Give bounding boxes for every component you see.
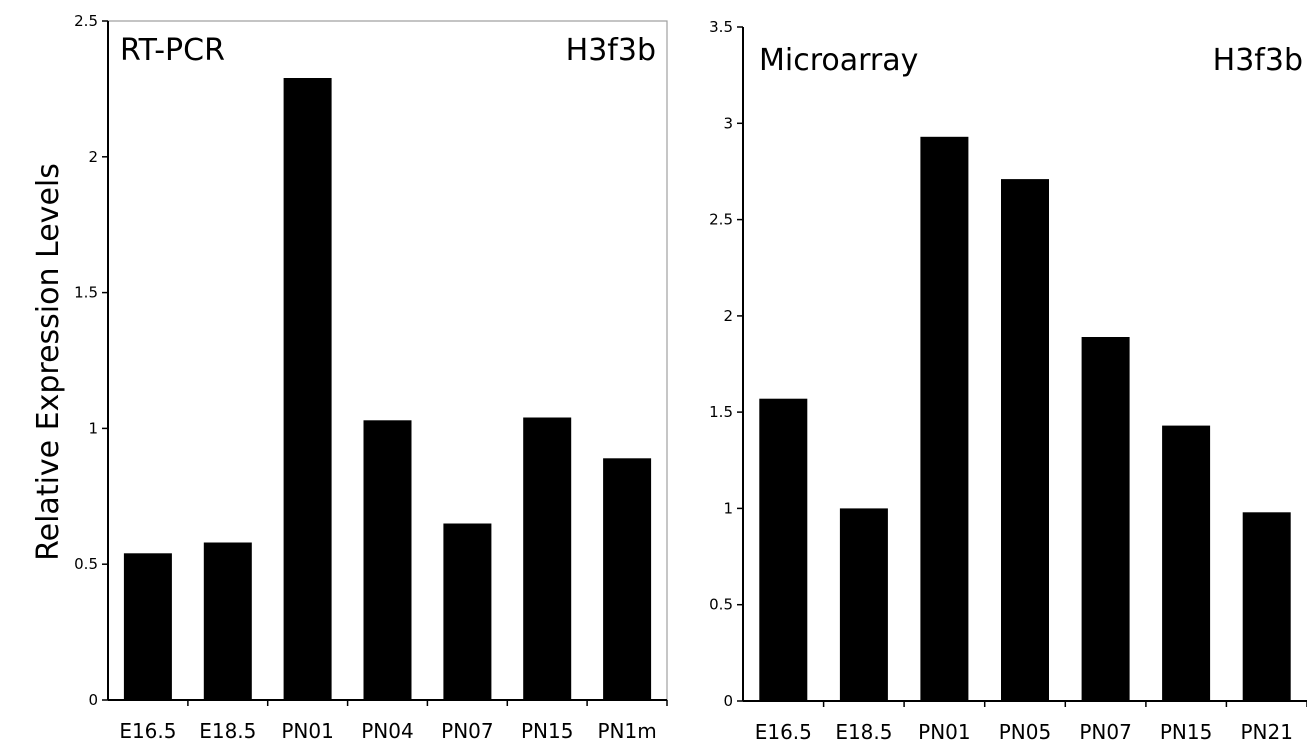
y-tick-label: 1.5 [709, 403, 733, 421]
gene-label: H3f3b [566, 33, 656, 68]
x-tick-label: PN07 [1079, 720, 1131, 744]
y-tick-label: 2.5 [709, 211, 733, 229]
chart-panel: E16.5 E18.5 PN01 PN04 PN07 PN15 PN1m 0 0.5 1 1.5 2 2… [74, 12, 668, 743]
x-tick-label: PN01 [918, 720, 970, 744]
x-tick-label: PN07 [441, 719, 493, 743]
y-tick-label: 3.5 [709, 18, 733, 36]
bar [123, 553, 172, 700]
x-tick-label: PN1m [597, 719, 656, 743]
bar [759, 398, 808, 701]
bar [283, 78, 332, 700]
panel-title: Microarray [759, 43, 918, 78]
plot-frame [108, 20, 668, 700]
bar [1081, 337, 1130, 701]
bar [920, 136, 969, 702]
gene-label: H3f3b [1213, 43, 1303, 78]
panel-title: RT-PCR [120, 33, 225, 68]
x-tick-label: PN15 [1160, 720, 1212, 744]
bar [443, 523, 492, 700]
bar [603, 458, 652, 700]
y-tick-label: 2 [723, 307, 733, 325]
y-tick-label: 2 [88, 148, 98, 166]
y-tick-label: 1 [723, 499, 733, 517]
bar [839, 508, 888, 701]
y-tick-label: 3 [723, 114, 733, 132]
y-tick-label: 0.5 [709, 596, 733, 614]
x-tick-label: PN01 [281, 719, 333, 743]
y-tick-label: 0 [88, 691, 98, 709]
bar [523, 417, 572, 700]
x-tick-label: PN21 [1240, 720, 1292, 744]
x-tick-label: E18.5 [199, 719, 256, 743]
y-tick-label: 0 [723, 692, 733, 710]
bar [1242, 512, 1291, 701]
y-tick-label: 1 [88, 419, 98, 437]
y-axis-label: Relative Expression Levels [31, 163, 66, 561]
x-tick-label: E16.5 [755, 720, 812, 744]
y-tick-label: 0.5 [74, 555, 98, 573]
x-tick-label: E16.5 [119, 719, 176, 743]
y-tick-label: 1.5 [74, 284, 98, 302]
x-tick-label: E18.5 [835, 720, 892, 744]
bar [1162, 425, 1211, 701]
chart-panels: E16.5 E18.5 PN01 PN04 PN07 PN15 PN1m 0 0.5 1 1.5 2 2… [74, 12, 1307, 744]
x-tick-label: PN05 [999, 720, 1051, 744]
bar [363, 420, 412, 700]
bar [1001, 179, 1049, 702]
x-tick-label: PN15 [521, 719, 573, 743]
chart-panel: E16.5 E18.5 PN01 PN05 PN07 PN15 PN21 0 0.5 1 1.5 2 2… [709, 18, 1307, 744]
bar [203, 542, 252, 700]
x-tick-label: PN04 [361, 719, 413, 743]
y-tick-label: 2.5 [74, 12, 98, 30]
